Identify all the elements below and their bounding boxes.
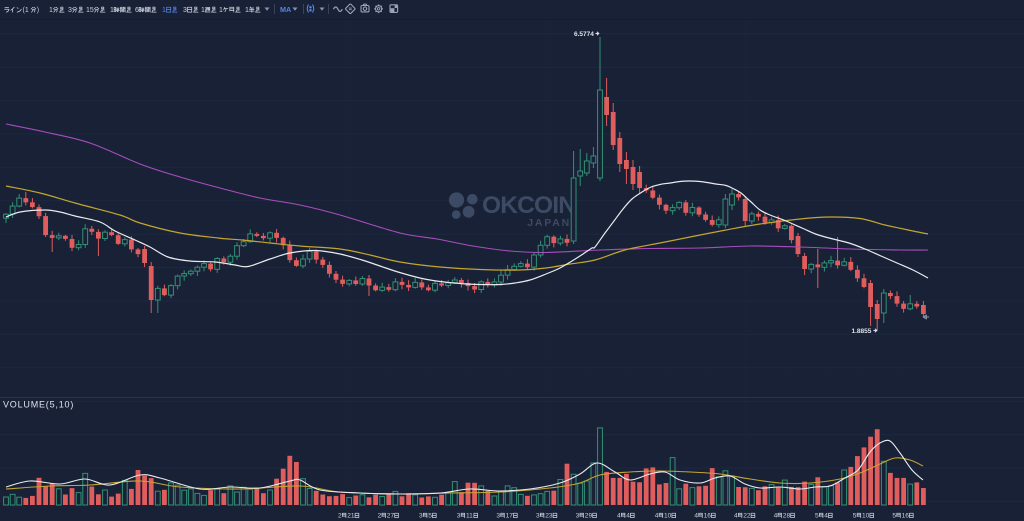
svg-text:1: 1	[162, 7, 166, 14]
svg-text:2: 2	[338, 513, 342, 520]
svg-text:1: 1	[201, 7, 205, 14]
svg-text:3: 3	[419, 513, 423, 520]
svg-text:3: 3	[576, 513, 580, 520]
svg-text:1: 1	[219, 7, 223, 14]
svg-text:1.8855: 1.8855	[852, 328, 872, 335]
svg-text:4: 4	[824, 513, 828, 520]
svg-text:JAPAN: JAPAN	[527, 217, 571, 229]
svg-text:28: 28	[783, 513, 791, 520]
svg-text:10: 10	[862, 513, 870, 520]
svg-text:3: 3	[457, 513, 461, 520]
svg-text:MA: MA	[280, 5, 291, 14]
svg-text:29: 29	[585, 513, 593, 520]
svg-text:4: 4	[626, 513, 630, 520]
svg-text:6: 6	[135, 7, 139, 14]
svg-text:5: 5	[892, 513, 896, 520]
svg-text:5: 5	[428, 513, 432, 520]
svg-text:10: 10	[664, 513, 672, 520]
svg-text:22: 22	[743, 513, 751, 520]
svg-text:(1: (1	[23, 7, 29, 14]
svg-text:23: 23	[545, 513, 553, 520]
svg-text:3: 3	[68, 7, 72, 14]
svg-text:21: 21	[347, 513, 355, 520]
svg-text:4: 4	[617, 513, 621, 520]
svg-text:1: 1	[245, 7, 249, 14]
svg-text:3: 3	[496, 513, 500, 520]
svg-text:): )	[37, 7, 39, 14]
svg-text:27: 27	[387, 513, 395, 520]
svg-text:VOLUME(5,10): VOLUME(5,10)	[3, 400, 74, 410]
svg-text:6.5774: 6.5774	[574, 31, 594, 38]
svg-text:OKCOIN: OKCOIN	[482, 192, 575, 219]
svg-text:4: 4	[774, 513, 778, 520]
svg-text:4: 4	[734, 513, 738, 520]
svg-text:3: 3	[536, 513, 540, 520]
svg-text:5: 5	[815, 513, 819, 520]
svg-text:17: 17	[506, 513, 514, 520]
svg-text:5: 5	[853, 513, 857, 520]
svg-text:11: 11	[466, 513, 473, 520]
svg-text:2: 2	[378, 513, 382, 520]
svg-text:4: 4	[694, 513, 698, 520]
svg-text:3: 3	[183, 7, 187, 14]
svg-text:1: 1	[49, 7, 53, 14]
svg-text:15: 15	[86, 7, 94, 14]
svg-text:16: 16	[902, 513, 910, 520]
svg-text:4: 4	[655, 513, 659, 520]
svg-text:16: 16	[704, 513, 712, 520]
svg-text:1: 1	[110, 7, 114, 14]
